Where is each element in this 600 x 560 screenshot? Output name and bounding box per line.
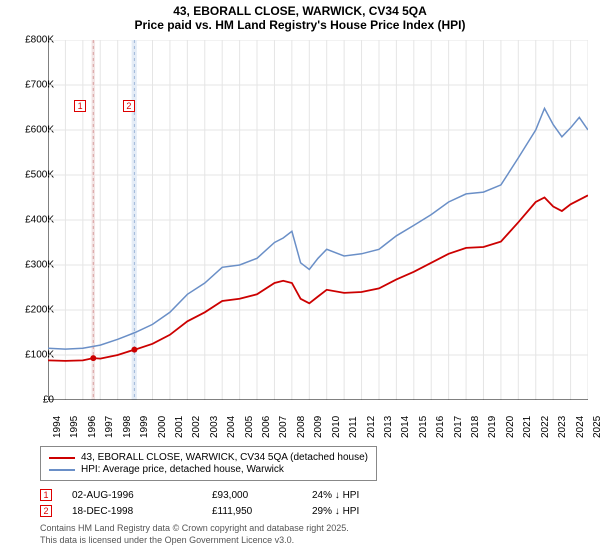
x-tick-label: 2000 [157,416,168,438]
x-tick-label: 1994 [52,416,63,438]
x-tick-label: 2002 [191,416,202,438]
legend-swatch [49,469,75,471]
x-tick-label: 2016 [435,416,446,438]
x-tick-label: 2011 [348,416,359,438]
legend-row: 43, EBORALL CLOSE, WARWICK, CV34 5QA (de… [49,452,368,463]
x-tick-label: 2013 [383,416,394,438]
legend-swatch [49,457,75,459]
chart-plot-area [48,40,588,400]
x-tick-label: 2014 [400,416,411,438]
x-tick-label: 2006 [261,416,272,438]
transaction-pct: 29% ↓ HPI [312,506,412,517]
legend-label: 43, EBORALL CLOSE, WARWICK, CV34 5QA (de… [81,452,368,463]
x-tick-label: 2022 [540,416,551,438]
transaction-row: 2 18-DEC-1998 £111,950 29% ↓ HPI [40,505,570,517]
legend-area: 43, EBORALL CLOSE, WARWICK, CV34 5QA (de… [40,446,570,546]
x-tick-label: 2018 [470,416,481,438]
x-tick-label: 2009 [313,416,324,438]
x-tick-label: 2023 [557,416,568,438]
legend-row: HPI: Average price, detached house, Warw… [49,464,368,475]
x-tick-label: 2024 [575,416,586,438]
x-tick-label: 2003 [209,416,220,438]
chart-svg [48,40,588,400]
x-tick-label: 1997 [104,416,115,438]
x-tick-label: 2010 [331,416,342,438]
x-tick-label: 1999 [139,416,150,438]
legend-box: 43, EBORALL CLOSE, WARWICK, CV34 5QA (de… [40,446,377,481]
footnote-line2: This data is licensed under the Open Gov… [40,535,294,545]
x-tick-label: 2012 [366,416,377,438]
chart-container: 43, EBORALL CLOSE, WARWICK, CV34 5QA Pri… [0,0,600,560]
x-tick-label: 2017 [453,416,464,438]
legend-label: HPI: Average price, detached house, Warw… [81,464,284,475]
transaction-pct: 24% ↓ HPI [312,490,412,501]
transaction-value: £111,950 [212,506,292,517]
transaction-date: 18-DEC-1998 [72,506,192,517]
x-tick-label: 2015 [418,416,429,438]
transaction-row: 1 02-AUG-1996 £93,000 24% ↓ HPI [40,489,570,501]
x-tick-label: 1996 [87,416,98,438]
transaction-date: 02-AUG-1996 [72,490,192,501]
x-tick-label: 2004 [226,416,237,438]
transaction-value: £93,000 [212,490,292,501]
chart-marker-2: 2 [123,100,135,112]
chart-marker-1: 1 [74,100,86,112]
x-tick-label: 2020 [505,416,516,438]
title-subtitle: Price paid vs. HM Land Registry's House … [0,18,600,32]
x-tick-label: 1995 [69,416,80,438]
x-tick-label: 2001 [174,416,185,438]
x-tick-label: 2005 [244,416,255,438]
x-tick-label: 2021 [522,416,533,438]
x-tick-label: 2025 [592,416,600,438]
chart-titles: 43, EBORALL CLOSE, WARWICK, CV34 5QA Pri… [0,0,600,32]
x-tick-label: 2008 [296,416,307,438]
footnote-line1: Contains HM Land Registry data © Crown c… [40,523,349,533]
title-address: 43, EBORALL CLOSE, WARWICK, CV34 5QA [0,4,600,18]
transaction-marker: 1 [40,489,52,501]
transaction-marker: 2 [40,505,52,517]
x-tick-label: 1998 [122,416,133,438]
x-tick-label: 2007 [278,416,289,438]
footnote: Contains HM Land Registry data © Crown c… [40,523,570,546]
transaction-rows: 1 02-AUG-1996 £93,000 24% ↓ HPI 2 18-DEC-1998… [40,489,570,517]
x-tick-label: 2019 [487,416,498,438]
